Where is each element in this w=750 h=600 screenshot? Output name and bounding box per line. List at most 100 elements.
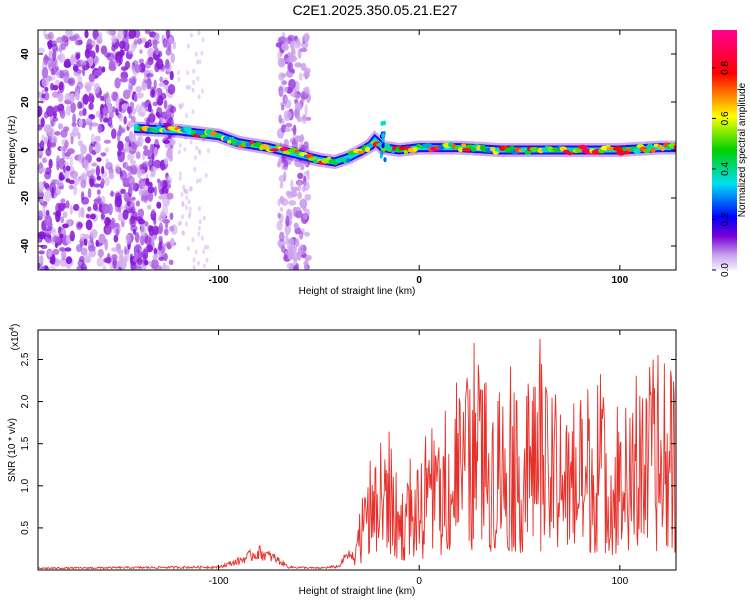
noise-blob (44, 182, 50, 189)
noise-blob (187, 199, 191, 205)
noise-blob (70, 170, 79, 179)
noise-blob (65, 105, 72, 116)
noise-blob (278, 174, 287, 183)
snr-x-label: Height of straight line (km) (299, 586, 416, 597)
noise-blob (88, 102, 94, 110)
noise-blob (128, 130, 134, 141)
noise-blob (100, 45, 108, 55)
noise-blob (68, 184, 75, 190)
noise-blob (70, 102, 76, 114)
noise-blob (58, 82, 64, 91)
noise-blob (301, 186, 306, 192)
noise-blob (180, 192, 184, 198)
noise-blob (52, 111, 57, 119)
noise-blob (69, 155, 73, 167)
noise-blob (148, 113, 156, 123)
noise-blob (278, 72, 285, 81)
noise-blob (143, 79, 150, 84)
noise-blob (77, 101, 83, 110)
colorbar-tick-label: 0.2 (720, 212, 731, 226)
noise-blob (123, 116, 127, 125)
noise-blob (117, 30, 125, 39)
noise-blob (68, 77, 76, 87)
y-tick-label: 2.5 (20, 352, 31, 366)
noise-blob (290, 179, 294, 189)
noise-blob (93, 55, 100, 66)
noise-blob (294, 101, 303, 111)
noise-blob (45, 226, 52, 232)
noise-blob (133, 250, 139, 261)
snr-series-line (38, 338, 676, 570)
noise-blob (88, 73, 96, 83)
noise-blob (152, 253, 158, 261)
noise-blob (286, 87, 294, 93)
noise-blob (144, 60, 152, 69)
noise-blob (59, 70, 65, 79)
noise-blob (163, 157, 169, 165)
noise-blob (64, 161, 69, 166)
noise-blob (196, 59, 199, 65)
noise-blob (301, 41, 309, 49)
noise-blob (299, 244, 304, 251)
noise-blob (285, 122, 293, 128)
noise-blob (78, 110, 84, 117)
noise-blob (195, 145, 199, 151)
snr-frame (37, 329, 677, 571)
noise-blob (61, 35, 68, 43)
noise-blob (144, 41, 150, 49)
colorbar-tick-label: 0.4 (720, 162, 731, 176)
noise-blob (162, 218, 171, 224)
noise-blob (80, 247, 88, 256)
noise-blob (73, 203, 80, 212)
noise-blob (135, 200, 140, 207)
noise-blob (106, 252, 111, 263)
noise-blob (135, 85, 143, 93)
noise-blob (153, 79, 157, 90)
noise-blob (295, 263, 299, 268)
noise-blob (142, 161, 149, 168)
noise-blob (156, 144, 160, 149)
noise-blob (57, 123, 64, 130)
spectrogram-y-axis: 40 20 0 -20 -40 (20, 48, 676, 253)
noise-blob (47, 250, 53, 258)
noise-blob (79, 241, 83, 249)
noise-blob (131, 78, 136, 86)
colorbar-tick-label: 0.8 (720, 61, 731, 75)
noise-blob (120, 188, 126, 194)
noise-blob (61, 159, 65, 165)
noise-blob (192, 257, 196, 263)
noise-blob (198, 59, 202, 65)
noise-blob (104, 238, 108, 251)
noise-blob (193, 166, 197, 172)
y-tick-label: 20 (20, 96, 31, 108)
noise-blob (50, 68, 54, 76)
noise-blob (114, 195, 123, 208)
noise-blob (83, 253, 91, 264)
noise-blob (83, 159, 89, 170)
noise-blob (111, 34, 117, 43)
noise-blob (56, 155, 60, 167)
noise-blob (38, 250, 45, 255)
noise-blob (153, 186, 157, 197)
noise-blob (129, 182, 137, 191)
noise-blob (155, 58, 164, 70)
noise-blob (130, 206, 136, 214)
noise-blob (198, 206, 201, 212)
colorbar: 0.0 0.2 0.4 0.6 0.8 Normalized spectral ampl… (712, 30, 748, 277)
noise-blob (288, 78, 296, 90)
noise-blob (96, 189, 101, 195)
noise-blob (48, 140, 53, 150)
noise-blob (121, 128, 125, 133)
noise-blob (283, 138, 289, 148)
ridge-blob (660, 146, 665, 152)
noise-blob (162, 139, 171, 144)
ridge-blob (457, 147, 464, 153)
noise-blob (155, 111, 160, 117)
noise-blob (144, 221, 149, 227)
noise-blob (102, 106, 109, 116)
noise-blob (111, 254, 118, 261)
noise-blob (75, 53, 81, 60)
noise-blob (135, 243, 142, 251)
noise-blob (105, 158, 109, 166)
